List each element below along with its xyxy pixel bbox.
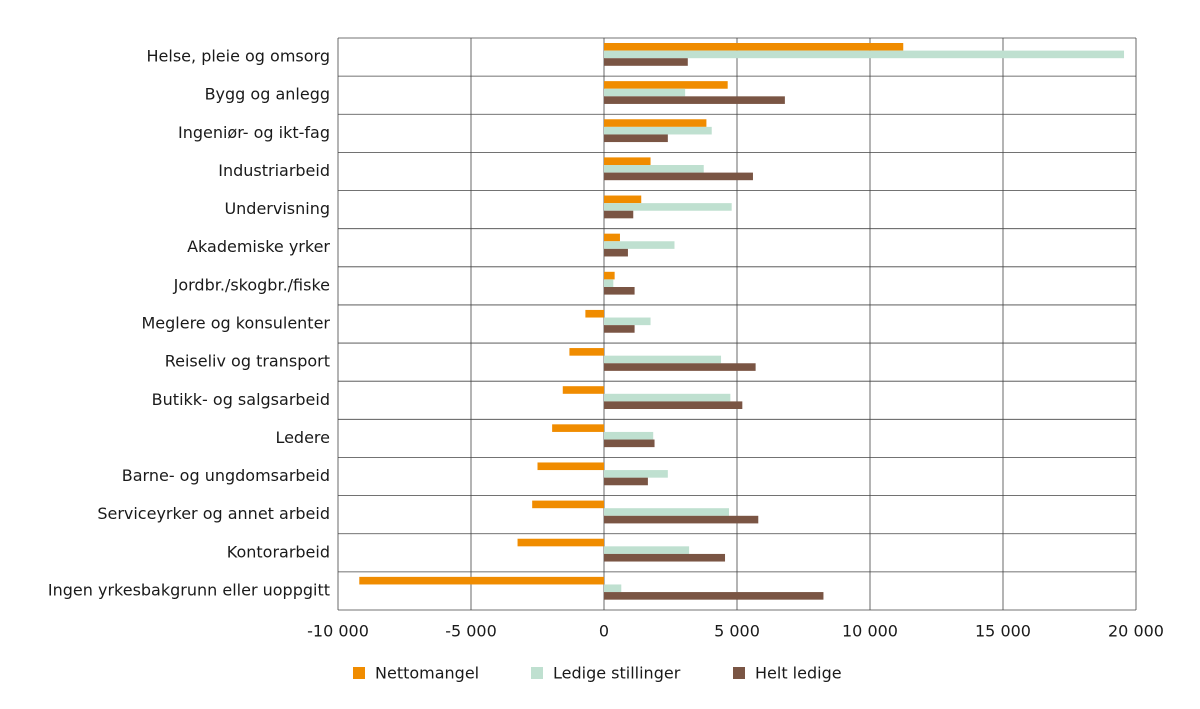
bar [604, 363, 756, 371]
bar [604, 157, 651, 165]
x-tick-label: 20 000 [1108, 622, 1164, 641]
bar [604, 470, 668, 478]
bar [604, 439, 655, 448]
y-tick-label: Meglere og konsulenter [141, 314, 330, 333]
bar [604, 50, 1125, 59]
bar [604, 203, 732, 211]
legend-swatch [531, 667, 543, 679]
bar [532, 500, 604, 509]
bar [604, 393, 731, 402]
bar [604, 325, 635, 333]
bar [537, 462, 604, 471]
y-tick-label: Bygg og anlegg [205, 85, 330, 104]
x-tick-label: 15 000 [975, 622, 1031, 641]
bar [604, 88, 686, 97]
y-tick-label: Jordbr./skogbr./fiske [173, 275, 330, 294]
bar [604, 287, 635, 295]
bar [517, 538, 604, 547]
bar [604, 592, 824, 600]
bar [585, 309, 604, 318]
legend-label: Helt ledige [755, 664, 842, 683]
bar [604, 43, 904, 51]
y-tick-label: Akademiske yrker [187, 237, 330, 256]
x-tick-label: 10 000 [842, 622, 898, 641]
bar [569, 348, 604, 356]
bar [604, 210, 634, 219]
bar [604, 126, 712, 135]
y-tick-label: Reiseliv og transport [165, 352, 330, 371]
y-tick-label: Serviceyrker og annet arbeid [97, 504, 330, 523]
bar [604, 271, 615, 280]
bar [604, 233, 620, 242]
bar [604, 431, 654, 440]
bar [604, 119, 707, 127]
bar [604, 96, 785, 104]
bar [604, 58, 688, 66]
bar [359, 576, 604, 585]
legend-label: Nettomangel [375, 664, 479, 683]
x-tick-label: 0 [599, 622, 609, 641]
bar [604, 81, 728, 89]
legend-label: Ledige stillinger [553, 664, 681, 683]
y-tick-label: Ingeniør- og ikt-fag [178, 123, 330, 142]
y-tick-label: Undervisning [224, 199, 330, 218]
x-tick-label: 5 000 [714, 622, 760, 641]
x-tick-label: -10 000 [307, 622, 369, 641]
y-tick-label: Barne- og ungdomsarbeid [122, 466, 330, 485]
y-tick-label: Butikk- og salgsarbeid [152, 390, 330, 409]
bar [604, 515, 759, 524]
bar [604, 477, 648, 486]
legend-swatch [733, 667, 745, 679]
bar [604, 546, 690, 554]
bar [604, 172, 753, 181]
bar [604, 553, 726, 562]
x-tick-label: -5 000 [445, 622, 497, 641]
bar [604, 279, 614, 287]
bar [604, 241, 675, 249]
y-tick-label: Kontorarbeid [227, 542, 330, 561]
bar [604, 401, 743, 409]
bar [604, 134, 668, 143]
bar [604, 584, 622, 593]
y-tick-label: Ingen yrkesbakgrunn eller uoppgitt [48, 580, 330, 599]
y-tick-label: Ledere [275, 428, 330, 447]
bar [604, 508, 730, 516]
bar [604, 355, 722, 364]
y-tick-label: Helse, pleie og omsorg [147, 47, 330, 66]
bar [562, 386, 604, 394]
legend-swatch [353, 667, 365, 679]
bar [604, 195, 642, 204]
bar [604, 165, 704, 173]
bar [604, 248, 628, 257]
bar [552, 424, 604, 432]
bar [604, 317, 651, 326]
y-tick-label: Industriarbeid [218, 161, 330, 180]
